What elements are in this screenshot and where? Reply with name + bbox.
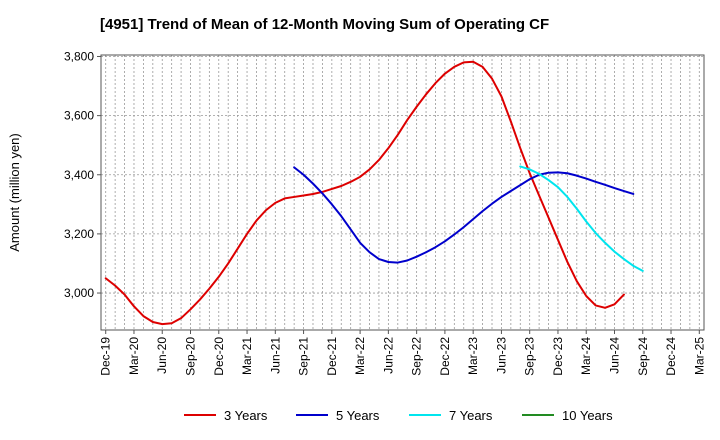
x-axis: Dec-19 Mar-20 Jun-20 Sep-20 Dec-20 Mar-21 Jun-… xyxy=(99,330,706,376)
y-axis-title: Amount (million yen) xyxy=(7,133,22,252)
x-tick-label: Mar-22 xyxy=(353,337,367,375)
x-tick-label: Dec-19 xyxy=(99,337,113,376)
x-tick-label: Sep-21 xyxy=(297,337,311,376)
x-tick-label: Dec-23 xyxy=(551,337,565,376)
x-tick-label: Sep-24 xyxy=(636,337,650,376)
series-line-3-years xyxy=(104,60,625,326)
y-tick-label: 3,600 xyxy=(64,109,94,123)
series-lines xyxy=(104,60,644,326)
x-tick-label: Mar-21 xyxy=(240,337,254,375)
x-tick-label: Dec-21 xyxy=(325,337,339,376)
x-tick-label: Jun-20 xyxy=(155,337,169,374)
legend-label-5-years: 5 Years xyxy=(336,408,380,423)
x-tick-label: Mar-23 xyxy=(466,337,480,375)
series-line-7-years xyxy=(519,165,644,272)
y-axis: 3,000 3,200 3,400 3,600 3,800 xyxy=(64,49,101,300)
y-tick-label: 3,400 xyxy=(64,168,94,182)
x-tick-label: Sep-22 xyxy=(410,337,424,376)
y-tick-label: 3,800 xyxy=(64,49,94,63)
y-tick-label: 3,200 xyxy=(64,227,94,241)
x-tick-label: Dec-24 xyxy=(664,337,678,376)
x-tick-label: Mar-20 xyxy=(127,337,141,375)
legend-label-7-years: 7 Years xyxy=(449,408,493,423)
series-line-5-years xyxy=(293,166,635,264)
x-tick-label: Sep-23 xyxy=(523,337,537,376)
x-tick-label: Mar-25 xyxy=(692,337,706,375)
x-tick-label: Jun-24 xyxy=(607,337,621,374)
y-tick-label: 3,000 xyxy=(64,286,94,300)
legend: 3 Years 5 Years 7 Years 10 Years xyxy=(184,408,613,423)
chart-title: [4951] Trend of Mean of 12-Month Moving … xyxy=(100,16,549,33)
x-tick-label: Dec-22 xyxy=(438,337,452,376)
x-tick-label: Mar-24 xyxy=(579,337,593,375)
x-tick-label: Sep-20 xyxy=(184,337,198,376)
legend-label-10-years: 10 Years xyxy=(562,408,613,423)
x-tick-label: Jun-21 xyxy=(268,337,282,374)
legend-label-3-years: 3 Years xyxy=(224,408,268,423)
x-tick-label: Jun-23 xyxy=(494,337,508,374)
x-tick-label: Jun-22 xyxy=(381,337,395,374)
x-tick-label: Dec-20 xyxy=(212,337,226,376)
grid-lines xyxy=(101,55,704,330)
plot-area-border xyxy=(100,54,705,331)
